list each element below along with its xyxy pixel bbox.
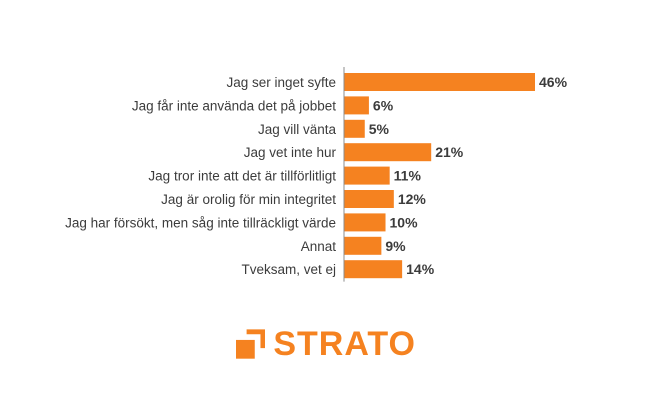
- value-label: 9%: [385, 238, 406, 254]
- bar: [344, 96, 369, 115]
- bar: [344, 190, 394, 208]
- value-label: 5%: [369, 121, 390, 137]
- value-label: 11%: [394, 168, 422, 184]
- category-label: Jag ser inget syfte: [226, 75, 336, 90]
- value-label: 10%: [390, 214, 419, 230]
- category-label: Tveksam, vet ej: [241, 262, 336, 277]
- bar: [344, 143, 432, 162]
- bar: [344, 260, 403, 279]
- category-label: Jag får inte använda det på jobbet: [132, 98, 336, 113]
- value-label: 46%: [539, 74, 568, 90]
- strato-bracket-icon: [236, 329, 266, 359]
- value-label: 21%: [435, 144, 464, 160]
- value-labels: 46% 6% 5% 21% 11% 12% 10% 9%14%: [369, 74, 568, 277]
- category-labels: Jag ser inget syfte Jag får inte använda …: [65, 75, 336, 277]
- value-label: 6%: [373, 97, 394, 113]
- strato-logo: STRATO: [236, 322, 416, 366]
- category-label: Jag är orolig för min integritet: [161, 192, 336, 207]
- logo-text: STRATO: [273, 325, 416, 363]
- category-label: Jag vill vänta: [258, 122, 337, 137]
- value-label: 12%: [398, 191, 427, 207]
- value-label: 14%: [406, 261, 435, 277]
- bar: [344, 213, 386, 232]
- bar: [344, 166, 390, 185]
- category-label: Jag vet inte hur: [244, 145, 337, 160]
- category-label: Annat: [301, 239, 337, 254]
- bar-chart: Jag ser inget syfte Jag får inte använda …: [65, 67, 568, 282]
- bar: [344, 73, 535, 91]
- category-label: Jag har försökt, men såg inte tillräckli…: [65, 215, 336, 230]
- category-label: Jag tror inte att det är tillförlitligt: [148, 169, 336, 184]
- bar: [344, 119, 365, 138]
- bars: [344, 73, 535, 279]
- bar: [344, 236, 382, 255]
